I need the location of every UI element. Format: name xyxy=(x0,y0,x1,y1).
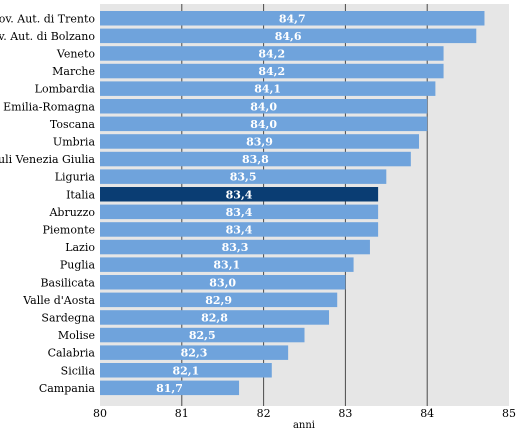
value-label: 82,3 xyxy=(181,347,208,360)
bar xyxy=(100,81,436,96)
category-label: Prov. Aut. di Bolzano xyxy=(0,30,95,43)
x-tick-labels: 80 81 82 83 84 85 xyxy=(93,407,516,420)
bar xyxy=(100,63,444,79)
category-label: Veneto xyxy=(56,47,95,60)
bar xyxy=(100,275,346,290)
category-label: Friuli Venezia Giulia xyxy=(0,153,95,166)
value-label: 84,2 xyxy=(258,47,285,60)
value-label: 84,0 xyxy=(250,100,277,113)
bar xyxy=(100,28,477,44)
category-labels: Prov. Aut. di Trento Prov. Aut. di Bolzan… xyxy=(0,12,95,395)
value-label: 84,6 xyxy=(275,30,302,43)
bar xyxy=(100,380,240,396)
value-label: 83,0 xyxy=(209,276,236,289)
x-tick-label: 80 xyxy=(93,407,107,420)
category-label: Marche xyxy=(52,65,95,78)
value-label: 82,9 xyxy=(205,294,232,307)
value-label: 83,9 xyxy=(246,135,273,148)
x-tick-label: 81 xyxy=(175,407,189,420)
category-label: Basilicata xyxy=(40,276,95,289)
bar xyxy=(100,99,428,114)
bar xyxy=(100,151,411,167)
value-label: 84,0 xyxy=(250,118,277,131)
category-label: Italia xyxy=(66,188,95,201)
category-label: Emilia-Romagna xyxy=(3,100,95,113)
category-label: Puglia xyxy=(60,259,96,272)
bar xyxy=(100,257,354,272)
value-labels: 84,7 84,6 84,2 84,2 84,1 84,0 84,0 83,9 83,8 83,5… xyxy=(156,12,305,395)
bar xyxy=(100,134,420,149)
category-label: Prov. Aut. di Trento xyxy=(0,12,95,25)
value-label: 82,1 xyxy=(172,364,199,377)
value-label: 83,8 xyxy=(242,153,269,166)
bar xyxy=(100,46,444,61)
category-label: Sardegna xyxy=(41,311,95,324)
bar xyxy=(100,11,485,26)
x-axis-title: anni xyxy=(293,420,315,431)
bars-group xyxy=(100,11,485,396)
bar xyxy=(100,239,370,255)
category-label: Lazio xyxy=(65,241,95,254)
value-label: 83,4 xyxy=(226,223,253,236)
category-label: Valle d'Aosta xyxy=(22,294,95,307)
value-label: 82,5 xyxy=(189,329,216,342)
x-tick-label: 82 xyxy=(257,407,271,420)
bar xyxy=(100,222,379,237)
bar xyxy=(100,310,330,325)
category-label: Molise xyxy=(58,329,95,342)
value-label: 83,4 xyxy=(226,206,253,219)
category-label: Piemonte xyxy=(43,223,96,236)
bar xyxy=(100,327,305,343)
category-label: Liguria xyxy=(55,171,96,184)
value-label: 83,5 xyxy=(230,171,257,184)
value-label: 83,1 xyxy=(213,259,240,272)
value-label: 84,1 xyxy=(254,83,281,96)
value-label: 83,4 xyxy=(226,188,253,201)
bar xyxy=(100,169,387,184)
bar xyxy=(100,187,379,202)
category-label: Abruzzo xyxy=(48,206,95,219)
category-label: Calabria xyxy=(48,347,96,360)
value-label: 83,3 xyxy=(222,241,249,254)
bar xyxy=(100,204,379,220)
x-tick-label: 84 xyxy=(420,407,434,420)
value-label: 82,8 xyxy=(201,311,228,324)
value-label: 84,2 xyxy=(258,65,285,78)
bar xyxy=(100,345,289,360)
bar xyxy=(100,116,428,132)
category-label: Lombardia xyxy=(35,83,96,96)
category-label: Umbria xyxy=(53,135,96,148)
category-label: Campania xyxy=(39,382,96,395)
value-label: 84,7 xyxy=(279,12,306,25)
bar xyxy=(100,363,272,378)
category-label: Sicilia xyxy=(61,364,96,377)
value-label: 81,7 xyxy=(156,382,183,395)
x-tick-label: 85 xyxy=(502,407,516,420)
x-tick-label: 83 xyxy=(338,407,352,420)
category-label: Toscana xyxy=(50,118,96,131)
bar xyxy=(100,292,338,308)
